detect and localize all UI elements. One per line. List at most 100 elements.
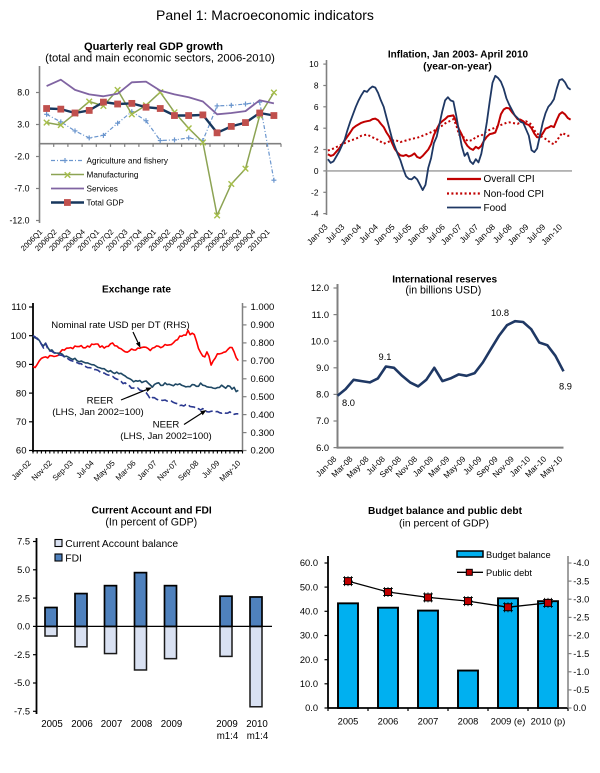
svg-text:Manufacturing: Manufacturing — [87, 171, 139, 180]
svg-text:-2.5: -2.5 — [573, 613, 589, 623]
svg-text:1.000: 1.000 — [251, 302, 275, 313]
svg-text:Food: Food — [484, 203, 507, 214]
svg-text:-7.5: -7.5 — [14, 707, 30, 717]
svg-text:7.0: 7.0 — [316, 416, 329, 426]
svg-text:8: 8 — [314, 80, 319, 90]
svg-text:20.0: 20.0 — [300, 655, 318, 665]
svg-text:-3.5: -3.5 — [573, 576, 589, 586]
svg-text:2.5: 2.5 — [17, 593, 30, 603]
svg-text:12.0: 12.0 — [311, 283, 329, 293]
svg-text:0.500: 0.500 — [251, 392, 275, 403]
svg-text:-5.0: -5.0 — [14, 678, 30, 688]
svg-text:0.900: 0.900 — [251, 320, 275, 331]
svg-text:International reserves: International reserves — [392, 275, 497, 286]
svg-text:m1:4: m1:4 — [247, 731, 269, 742]
svg-text:Current Account balance: Current Account balance — [65, 539, 178, 550]
svg-text:(in billions USD): (in billions USD) — [405, 285, 481, 297]
svg-text:Nominal rate USD per DT (RHS): Nominal rate USD per DT (RHS) — [51, 320, 189, 331]
svg-text:0.0: 0.0 — [305, 703, 318, 713]
svg-text:60: 60 — [16, 446, 27, 457]
svg-text:-2: -2 — [311, 187, 319, 197]
svg-text:(year-on-year): (year-on-year) — [423, 62, 492, 73]
svg-text:0.300: 0.300 — [251, 428, 275, 439]
svg-text:2006: 2006 — [378, 717, 399, 727]
svg-text:-1.5: -1.5 — [573, 649, 589, 659]
svg-text:-4.0: -4.0 — [573, 558, 589, 568]
svg-text:8.0: 8.0 — [17, 88, 29, 98]
svg-text:FDI: FDI — [65, 554, 82, 565]
svg-text:6.0: 6.0 — [316, 443, 329, 453]
svg-text:70: 70 — [16, 417, 27, 428]
svg-text:2009 (e): 2009 (e) — [491, 717, 526, 727]
svg-text:Budget balance and public debt: Budget balance and public debt — [368, 506, 523, 517]
svg-text:10.0: 10.0 — [300, 679, 318, 689]
svg-text:Public debt: Public debt — [486, 568, 532, 578]
svg-text:Total GDP: Total GDP — [87, 199, 125, 208]
svg-text:10.0: 10.0 — [311, 336, 329, 346]
svg-text:110: 110 — [11, 302, 26, 313]
svg-text:30.0: 30.0 — [300, 631, 318, 641]
svg-text:9.0: 9.0 — [316, 363, 329, 373]
svg-text:m1:4: m1:4 — [217, 731, 239, 742]
svg-text:8.9: 8.9 — [559, 382, 572, 392]
svg-text:9.1: 9.1 — [379, 352, 392, 362]
svg-text:0.0: 0.0 — [573, 703, 586, 713]
svg-text:0.200: 0.200 — [251, 446, 275, 457]
svg-text:(total and main economic secto: (total and main economic sectors, 2006-2… — [45, 53, 275, 65]
svg-text:NEER: NEER — [153, 420, 180, 431]
svg-text:0.0: 0.0 — [17, 622, 30, 632]
svg-text:90: 90 — [16, 360, 27, 371]
svg-text:2009: 2009 — [216, 719, 238, 730]
svg-text:0.400: 0.400 — [251, 410, 275, 421]
svg-text:-2.0: -2.0 — [573, 631, 589, 641]
svg-text:8.0: 8.0 — [342, 398, 355, 408]
svg-text:Services: Services — [87, 185, 118, 194]
svg-text:0.600: 0.600 — [251, 374, 275, 385]
svg-text:-12.0: -12.0 — [9, 216, 29, 226]
svg-text:8.0: 8.0 — [316, 390, 329, 400]
svg-text:Exchange rate: Exchange rate — [102, 285, 171, 296]
svg-text:2007: 2007 — [418, 717, 439, 727]
svg-text:-0.5: -0.5 — [573, 685, 589, 695]
svg-text:Agriculture and fishery: Agriculture and fishery — [87, 157, 169, 166]
svg-text:50.0: 50.0 — [300, 582, 318, 592]
svg-text:2010 (p): 2010 (p) — [531, 717, 566, 727]
svg-text:(in percent of GDP): (in percent of GDP) — [399, 519, 489, 530]
svg-text:2006: 2006 — [71, 719, 93, 730]
svg-text:2005: 2005 — [41, 719, 63, 730]
svg-text:-1.0: -1.0 — [573, 667, 589, 677]
svg-text:-2.5: -2.5 — [14, 650, 30, 660]
svg-text:(LHS, Jan 2002=100): (LHS, Jan 2002=100) — [120, 431, 211, 442]
svg-text:2009: 2009 — [161, 719, 183, 730]
svg-text:Panel 1: Macroeconomic indicat: Panel 1: Macroeconomic indicators — [156, 7, 374, 23]
svg-text:0.800: 0.800 — [251, 338, 275, 349]
svg-text:REER: REER — [87, 396, 114, 407]
svg-text:Overall CPI: Overall CPI — [484, 174, 535, 185]
svg-text:Inflation, Jan 2003- April 201: Inflation, Jan 2003- April 2010 — [388, 50, 529, 61]
svg-text:2010: 2010 — [246, 719, 268, 730]
svg-text:10.8: 10.8 — [491, 308, 509, 318]
svg-text:2008: 2008 — [131, 719, 153, 730]
svg-text:-7.0: -7.0 — [14, 184, 29, 194]
svg-text:2007: 2007 — [101, 719, 123, 730]
svg-text:-4: -4 — [311, 209, 319, 219]
svg-text:7.5: 7.5 — [17, 537, 30, 547]
svg-text:11.0: 11.0 — [312, 310, 329, 320]
svg-text:10: 10 — [309, 59, 319, 69]
svg-text:6: 6 — [314, 102, 319, 112]
svg-text:80: 80 — [16, 388, 27, 399]
svg-text:60.0: 60.0 — [300, 558, 318, 568]
svg-text:-3.0: -3.0 — [573, 594, 589, 604]
svg-text:Current Account and FDI: Current Account and FDI — [92, 506, 212, 517]
svg-text:5.0: 5.0 — [17, 565, 30, 575]
svg-text:0.700: 0.700 — [251, 356, 275, 367]
svg-text:Budget balance: Budget balance — [486, 550, 551, 560]
svg-text:-2.0: -2.0 — [14, 152, 29, 162]
svg-text:(LHS, Jan 2002=100): (LHS, Jan 2002=100) — [52, 407, 143, 418]
svg-text:2005: 2005 — [338, 717, 359, 727]
svg-text:2008: 2008 — [458, 717, 479, 727]
svg-text:4: 4 — [314, 123, 319, 133]
svg-text:100: 100 — [11, 331, 27, 342]
svg-text:(In percent of GDP): (In percent of GDP) — [105, 517, 197, 529]
svg-text:40.0: 40.0 — [300, 607, 318, 617]
